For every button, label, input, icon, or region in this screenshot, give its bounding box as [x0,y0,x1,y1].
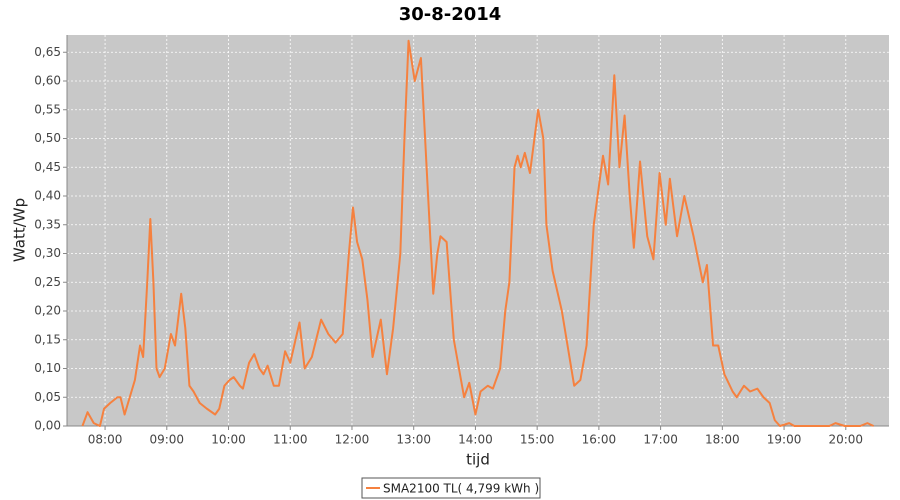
y-tick-label: 0,45 [34,160,61,174]
y-tick-label: 0,00 [34,419,61,433]
x-tick-label: 08:00 [88,433,123,447]
legend-label: SMA2100 TL( 4,799 kWh ) [383,482,539,496]
x-axis-label: tijd [466,451,490,469]
y-tick-label: 0,20 [34,304,61,318]
x-tick-label: 13:00 [396,433,431,447]
y-tick-label: 0,50 [34,131,61,145]
x-tick-label: 14:00 [458,433,493,447]
plot-area [67,35,889,426]
x-tick-label: 16:00 [582,433,617,447]
x-tick-label: 09:00 [149,433,184,447]
data-line [81,39,874,427]
y-tick-label: 0,60 [34,74,61,88]
y-tick-label: 0,05 [34,390,61,404]
y-tick-label: 0,15 [34,332,61,346]
x-tick-label: 17:00 [643,433,678,447]
x-tick-label: 10:00 [211,433,246,447]
y-tick-label: 0,65 [34,45,61,59]
y-tick-label: 0,40 [34,189,61,203]
legend-box [361,477,541,499]
x-tick-label: 20:00 [828,433,863,447]
x-tick-label: 19:00 [767,433,802,447]
y-axis-label: Watt/Wp [11,198,29,262]
y-tick-label: 0,25 [34,275,61,289]
y-tick-label: 0,35 [34,217,61,231]
x-tick-label: 12:00 [335,433,370,447]
x-tick-label: 18:00 [705,433,740,447]
y-tick-label: 0,30 [34,246,61,260]
y-tick-label: 0,10 [34,361,61,375]
x-tick-label: 15:00 [520,433,555,447]
chart-title: 30-8-2014 [399,4,502,25]
x-tick-label: 11:00 [273,433,308,447]
y-tick-label: 0,55 [34,102,61,116]
